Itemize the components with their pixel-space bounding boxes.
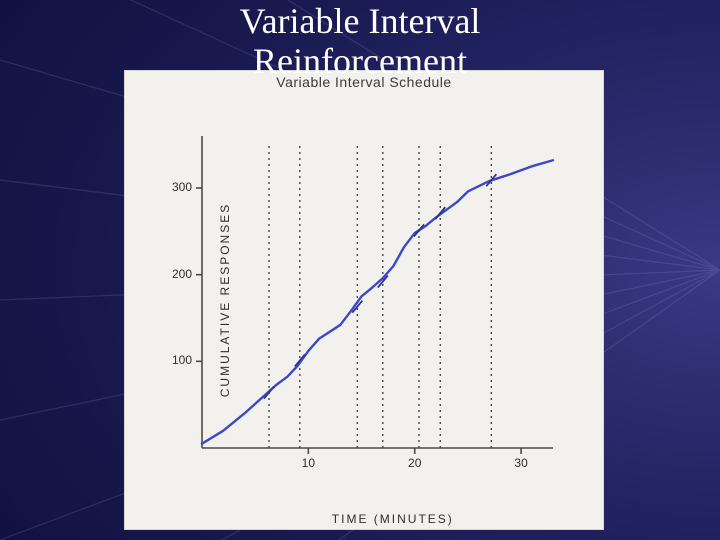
- slide-root: Variable Interval Reinforcement Variable…: [0, 0, 720, 540]
- figure-panel: Variable Interval Schedule CUMULATIVE RE…: [124, 70, 604, 530]
- slide-title: Variable Interval Reinforcement: [0, 2, 720, 81]
- tick-label: 100: [172, 353, 192, 367]
- tick-label: 20: [408, 456, 421, 470]
- tick-label: 200: [172, 267, 192, 281]
- x-axis-label: TIME (MINUTES): [332, 512, 454, 526]
- plot-area: [184, 130, 559, 470]
- title-line-1: Variable Interval: [0, 2, 720, 42]
- title-line-2: Reinforcement: [0, 42, 720, 82]
- tick-label: 10: [302, 456, 315, 470]
- tick-label: 300: [172, 180, 192, 194]
- tick-label: 30: [514, 456, 527, 470]
- chart-svg: [184, 130, 559, 470]
